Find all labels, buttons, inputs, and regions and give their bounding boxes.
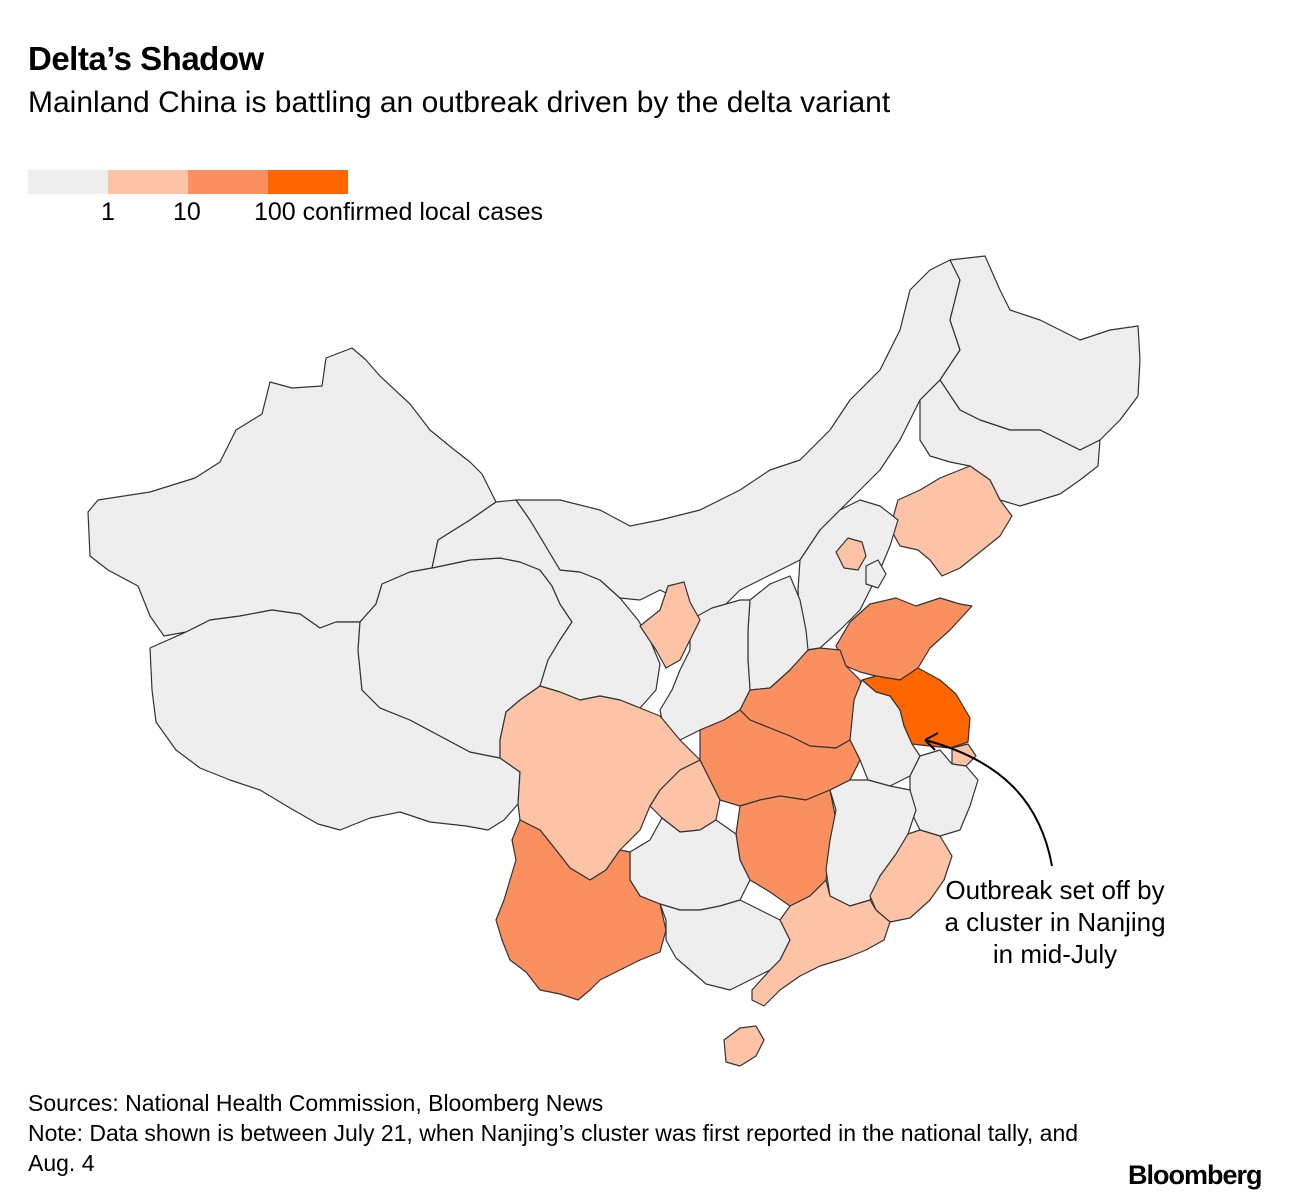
- legend-swatch-mid: [188, 170, 268, 194]
- region-hainan: [723, 1025, 765, 1067]
- bloomberg-logo: Bloomberg: [1128, 1160, 1263, 1190]
- region-shanghai: [951, 743, 977, 767]
- legend-swatch-high: [268, 170, 348, 194]
- legend-label-10: 10: [173, 198, 201, 226]
- region-inner-mongolia: [515, 259, 961, 621]
- annotation-arrow: [924, 739, 1053, 867]
- chart-title: Delta’s Shadow: [28, 40, 264, 77]
- legend-swatch-low: [108, 170, 188, 194]
- region-yunnan: [495, 819, 667, 1001]
- chart-subtitle: Mainland China is battling an outbreak d…: [28, 86, 891, 119]
- region-liaoning: [889, 465, 1013, 577]
- region-guangdong: [751, 879, 891, 1007]
- region-ningxia: [639, 581, 701, 669]
- arrowhead: [924, 732, 939, 751]
- region-anhui: [849, 679, 921, 787]
- sources-text: Sources: National Health Commission, Blo…: [28, 1090, 604, 1116]
- outbreak-annotation: Outbreak set off by a cluster in Nanjing…: [944, 875, 1166, 969]
- region-shandong: [835, 597, 973, 681]
- region-zhejiang: [909, 749, 979, 837]
- note-text: Note: Data shown is between July 21, whe…: [28, 1120, 1079, 1176]
- region-tianjin: [865, 559, 887, 589]
- region-guizhou: [629, 817, 751, 911]
- footer: Sources: National Health Commission, Blo…: [28, 1088, 1088, 1178]
- legend-label-1: 1: [101, 198, 115, 226]
- region-hubei: [699, 709, 861, 807]
- region-beijing: [835, 537, 867, 571]
- legend-label-100: 100 confirmed local cases: [254, 198, 544, 226]
- region-jilin: [919, 379, 1101, 507]
- legend-swatch-none: [28, 170, 108, 194]
